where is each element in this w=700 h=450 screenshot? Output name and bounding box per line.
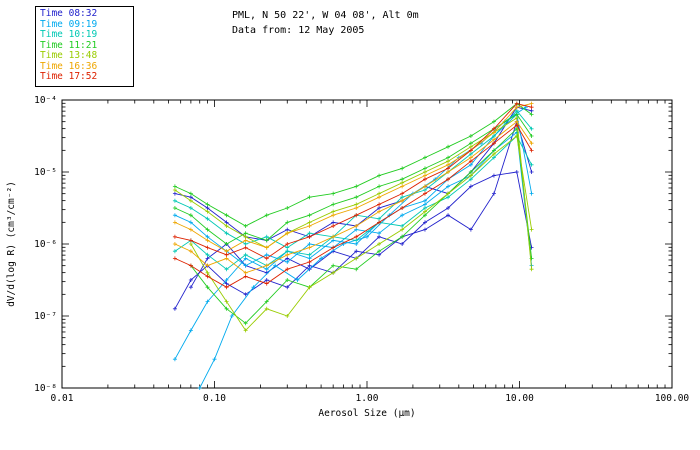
series-markers <box>172 123 534 290</box>
series-line <box>174 103 532 227</box>
x-axis-label: Aerosol Size (μm) <box>318 408 415 419</box>
series-line <box>174 120 532 274</box>
series-markers <box>172 112 534 362</box>
series-line <box>174 113 533 360</box>
x-tick-label: 10.00 <box>505 393 534 404</box>
axes-box <box>61 99 673 389</box>
series-markers <box>172 101 534 261</box>
series-markers <box>172 108 534 250</box>
series-line <box>174 135 533 270</box>
series-markers <box>188 126 534 326</box>
legend-entry: Time 10:19 <box>40 29 98 40</box>
series-line <box>174 120 533 310</box>
series-markers <box>188 170 534 290</box>
legend-entry: Time 13:48 <box>40 50 98 61</box>
y-tick-label: 10⁻⁸ <box>34 383 57 394</box>
legend-box: Time 08:32 Time 09:19 Time 10:19 Time 11:21… <box>35 6 134 87</box>
legend-entry: Time 08:32 <box>40 8 98 19</box>
legend-entry: Time 09:19 <box>40 18 98 30</box>
legend-entry: Time 11:21 <box>40 39 98 51</box>
y-tick-label: 10⁻⁶ <box>34 239 57 250</box>
legend-entry: Time 17:52 <box>40 71 98 82</box>
series-markers <box>172 119 534 275</box>
series-line <box>174 117 533 270</box>
x-tick-label: 1.00 <box>356 393 379 404</box>
x-tick-label: 0.01 <box>51 393 74 404</box>
series-markers <box>172 116 534 272</box>
plot-titles: PML, N 50 22', W 04 08', Alt 0m Data fro… <box>232 8 419 38</box>
series-line <box>174 103 532 259</box>
series-line <box>174 103 532 252</box>
series-markers <box>172 105 534 243</box>
series-line <box>174 113 532 245</box>
series-markers <box>172 101 534 254</box>
x-tick-label: 100.00 <box>655 393 690 404</box>
series-markers <box>188 134 534 333</box>
series-line <box>174 124 532 288</box>
plot-subtitle: Data from: 12 May 2005 <box>232 25 365 36</box>
series-line <box>174 110 532 249</box>
series-markers <box>172 112 534 246</box>
plot-title: PML, N 50 22', W 04 08', Alt 0m <box>232 10 419 21</box>
y-tick-label: 10⁻⁵ <box>34 167 57 178</box>
y-tick-label: 10⁻⁷ <box>34 311 57 322</box>
series-line <box>174 106 532 241</box>
series-line <box>190 127 533 324</box>
legend-entry: Time 16:36 <box>40 60 98 72</box>
x-tick-label: 0.10 <box>203 393 226 404</box>
y-tick-label: 10⁻⁴ <box>34 95 57 106</box>
y-axis-label: dV/d(log R) (cm³/cm⁻²) <box>6 181 17 307</box>
